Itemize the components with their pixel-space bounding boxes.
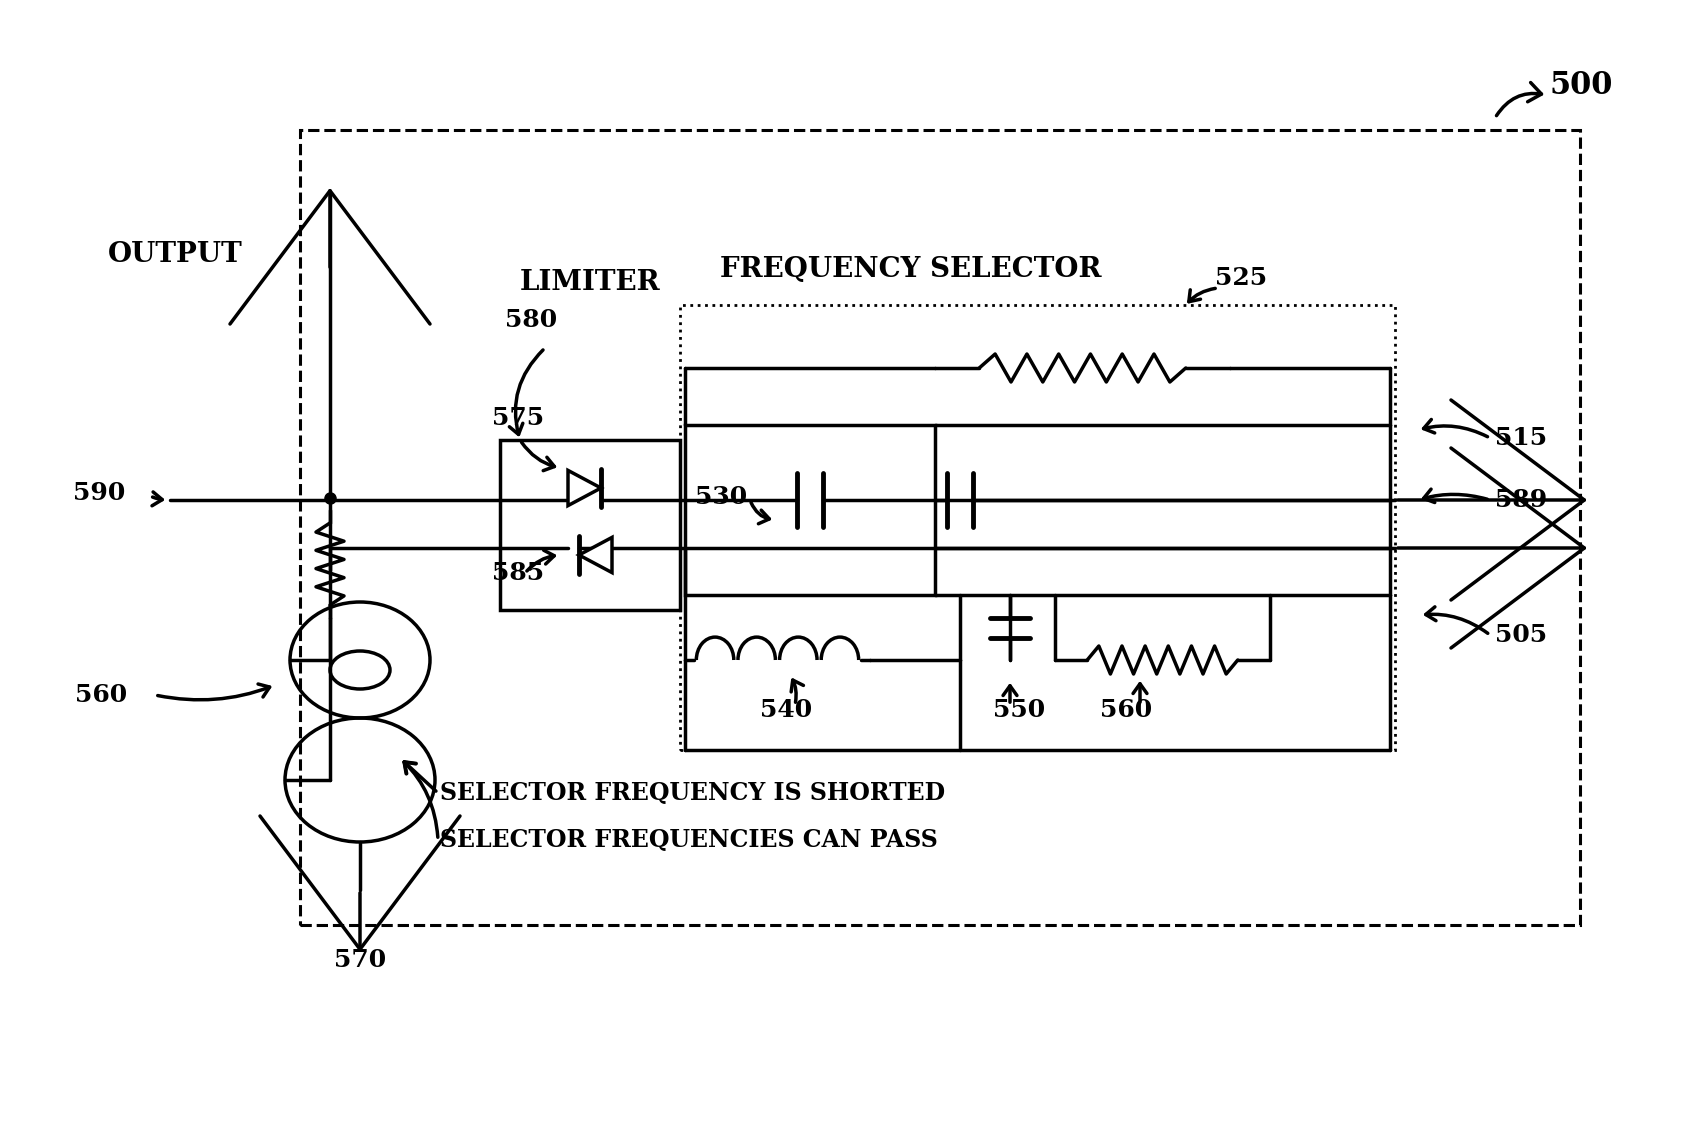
Text: 589: 589: [1494, 488, 1547, 512]
Text: FREQUENCY SELECTOR: FREQUENCY SELECTOR: [721, 256, 1101, 283]
FancyArrowPatch shape: [751, 503, 770, 523]
Text: 575: 575: [492, 406, 544, 431]
FancyArrowPatch shape: [1426, 607, 1487, 633]
Text: 580: 580: [505, 308, 556, 332]
FancyArrowPatch shape: [404, 761, 436, 791]
Text: 570: 570: [334, 948, 387, 972]
Bar: [500, 440, 680, 610]
Text: 525: 525: [1214, 266, 1267, 290]
Text: 505: 505: [1494, 623, 1547, 647]
Text: 500: 500: [1550, 69, 1613, 101]
Polygon shape: [578, 537, 612, 572]
Text: LIMITER: LIMITER: [521, 270, 661, 297]
Text: 590: 590: [73, 482, 126, 505]
FancyArrowPatch shape: [153, 492, 163, 505]
FancyArrowPatch shape: [1496, 83, 1542, 116]
FancyArrowPatch shape: [522, 442, 555, 470]
FancyArrowPatch shape: [158, 684, 270, 700]
Bar: [300, 130, 1581, 925]
Text: 560: 560: [1101, 698, 1152, 722]
FancyArrowPatch shape: [1133, 683, 1146, 702]
FancyArrowPatch shape: [1423, 489, 1487, 503]
FancyArrowPatch shape: [509, 350, 543, 434]
Text: 530: 530: [695, 485, 748, 509]
FancyArrowPatch shape: [790, 680, 804, 702]
FancyArrowPatch shape: [1423, 419, 1487, 436]
Bar: [685, 425, 934, 595]
FancyArrowPatch shape: [527, 551, 555, 571]
FancyArrowPatch shape: [1189, 289, 1216, 301]
Text: 540: 540: [760, 698, 812, 722]
Text: 550: 550: [992, 698, 1045, 722]
FancyArrowPatch shape: [404, 763, 438, 837]
Text: SELECTOR FREQUENCIES CAN PASS: SELECTOR FREQUENCIES CAN PASS: [439, 828, 938, 852]
Text: 515: 515: [1494, 426, 1547, 450]
Text: 560: 560: [75, 683, 127, 707]
Text: 585: 585: [492, 561, 544, 585]
Bar: [680, 305, 1396, 750]
Text: OUTPUT: OUTPUT: [109, 241, 243, 269]
FancyArrowPatch shape: [1002, 685, 1018, 702]
Text: SELECTOR FREQUENCY IS SHORTED: SELECTOR FREQUENCY IS SHORTED: [439, 781, 945, 806]
Polygon shape: [568, 470, 600, 505]
